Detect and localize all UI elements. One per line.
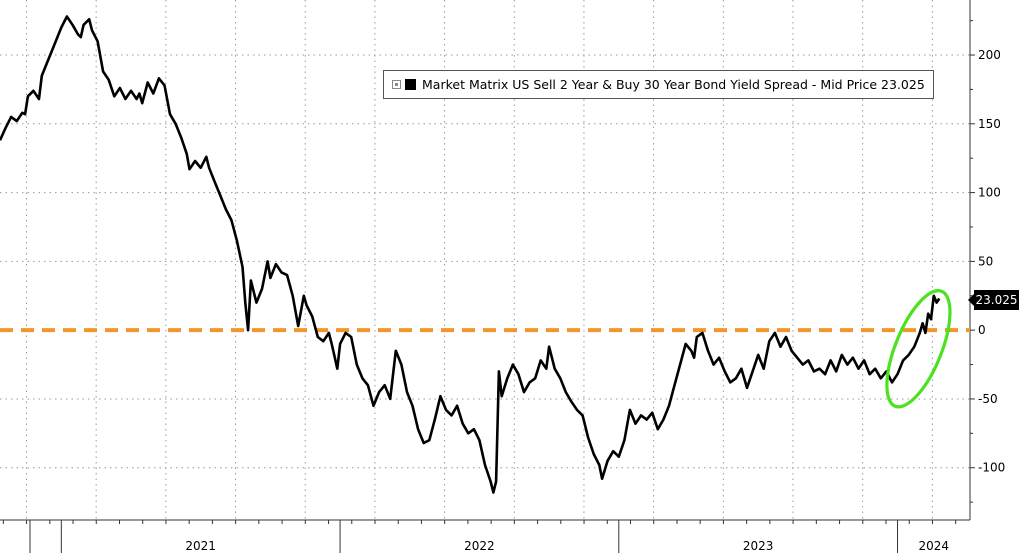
- x-tick-labels: 2021 2022 2023 2024: [185, 539, 949, 553]
- y-tick-label: 150: [978, 117, 1001, 131]
- x-tick-label: 2024: [918, 539, 949, 553]
- x-tick-label: 2023: [743, 539, 774, 553]
- series-line: [0, 15, 941, 494]
- y-tick-label: 50: [978, 254, 993, 268]
- legend: Market Matrix US Sell 2 Year & Buy 30 Ye…: [383, 70, 934, 99]
- y-tick-label: 100: [978, 186, 1001, 200]
- y-tick-labels: 200 150 100 50 0 -50 -100: [978, 48, 1005, 475]
- highlight-ellipse: [885, 289, 952, 409]
- last-value-tag: 23.025: [968, 290, 1019, 310]
- y-tick-label: -100: [978, 461, 1005, 475]
- y-tick-label: -50: [978, 392, 998, 406]
- series-line-group: [0, 15, 941, 494]
- highlight-ellipse-group: [885, 289, 952, 409]
- y-tick-label: 200: [978, 48, 1001, 62]
- y-tick-label: 0: [978, 323, 986, 337]
- x-tick-label: 2021: [185, 539, 216, 553]
- legend-label: Market Matrix US Sell 2 Year & Buy 30 Ye…: [422, 77, 925, 92]
- legend-swatch: [405, 79, 416, 90]
- axes: [0, 0, 975, 553]
- gridlines: [0, 0, 970, 520]
- x-tick-label: 2022: [464, 539, 495, 553]
- legend-toggle-icon[interactable]: [392, 80, 401, 89]
